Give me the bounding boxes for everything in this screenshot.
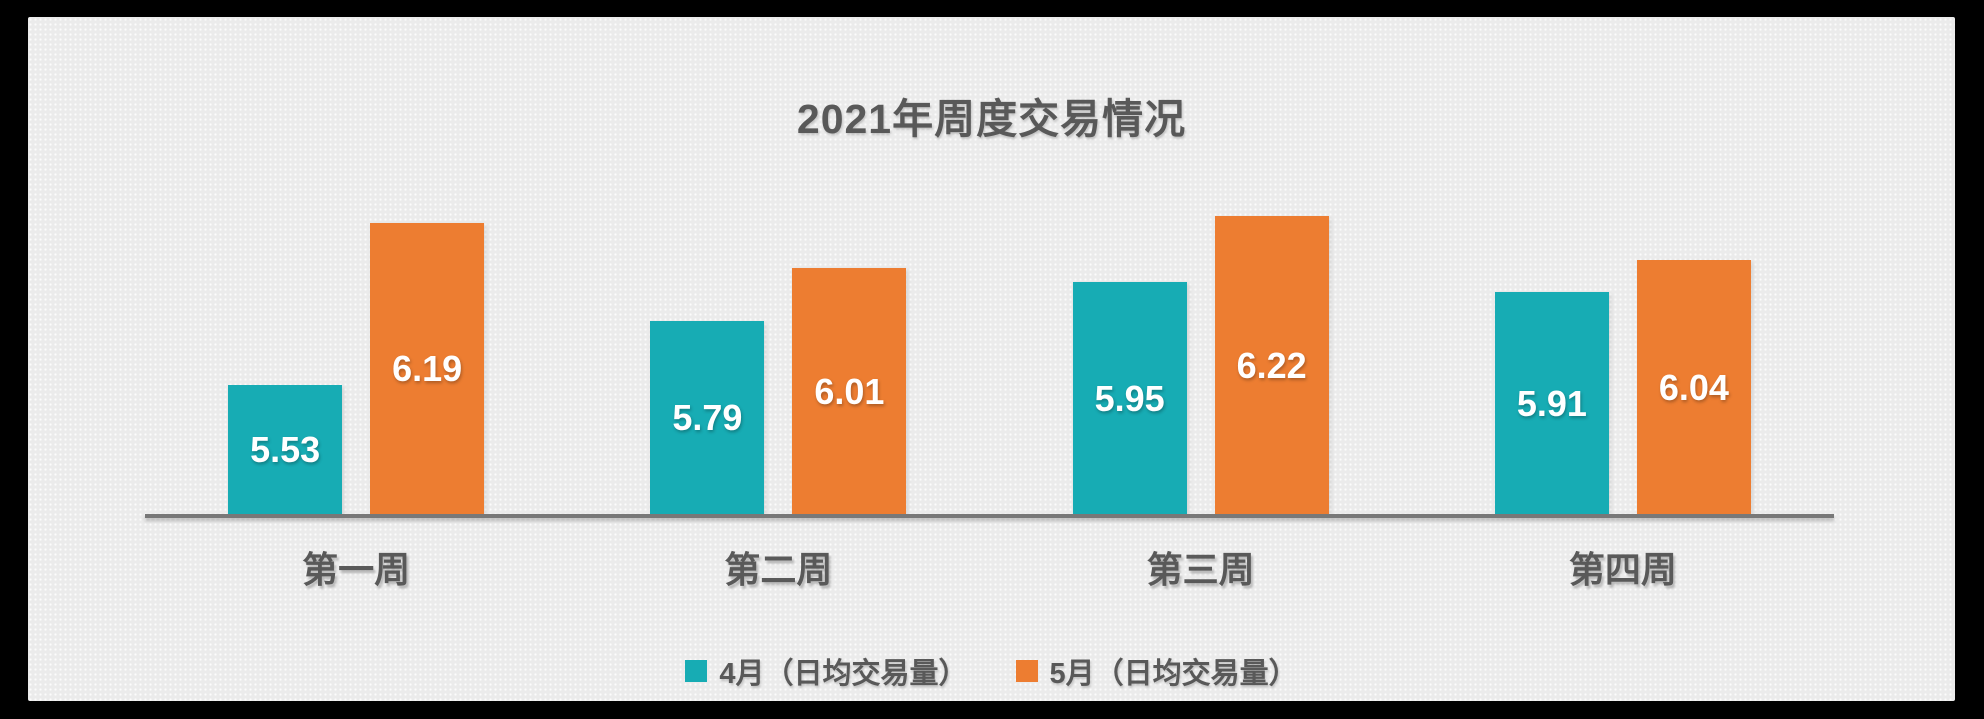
x-axis-label-week4: 第四周: [1568, 549, 1677, 590]
bar-may-week1: 6.19: [370, 223, 485, 515]
legend-item-april: 4月（日均交易量）: [685, 650, 968, 692]
bar-april-week3: 5.95: [1072, 282, 1187, 515]
x-axis-label-week2: 第二周: [724, 549, 833, 590]
x-axis-label-week3: 第三周: [1146, 549, 1255, 590]
bar-april-week4: 5.91: [1494, 292, 1609, 515]
bar-value-label: 6.22: [1236, 344, 1307, 386]
bar-value-label: 5.53: [250, 429, 321, 470]
bar-value-label: 5.91: [1516, 382, 1587, 424]
bar-may-week3: 6.22: [1214, 216, 1329, 515]
bar-value-label: 5.79: [672, 397, 743, 438]
plot-area: 5.53 6.19 5.79 6.01 5.95 6.22 5.91 6.04: [145, 17, 1834, 515]
legend: 4月（日均交易量） 5月（日均交易量）: [28, 650, 1955, 692]
legend-item-may: 5月（日均交易量）: [1015, 650, 1298, 692]
bar-value-label: 6.04: [1658, 366, 1729, 408]
legend-label: 5月（日均交易量）: [1049, 658, 1298, 690]
x-axis-labels: 第一周 第二周 第三周 第四周: [145, 549, 1834, 591]
x-axis-label-week1: 第一周: [302, 549, 411, 590]
legend-swatch-icon: [685, 660, 708, 682]
category-group-4: 5.91 6.04: [1412, 17, 1834, 515]
category-group-2: 5.79 6.01: [567, 17, 989, 515]
bar-april-week1: 5.53: [228, 385, 343, 515]
bar-value-label: 5.95: [1094, 377, 1165, 419]
x-axis-baseline: [145, 514, 1834, 518]
bar-may-week4: 6.04: [1636, 260, 1751, 515]
legend-swatch-icon: [1015, 660, 1038, 682]
category-group-1: 5.53 6.19: [145, 17, 567, 515]
chart-title: 2021年周度交易情况: [796, 96, 1187, 142]
bar-may-week2: 6.01: [792, 268, 907, 515]
bar-value-label: 6.01: [814, 370, 885, 412]
bar-value-label: 6.19: [392, 348, 463, 389]
bar-april-week2: 5.79: [650, 321, 765, 515]
category-group-3: 5.95 6.22: [990, 17, 1412, 515]
slide-panel: 2021年周度交易情况 5.53 6.19 5.79 6.01 5.95 6.22 5.91…: [28, 17, 1955, 701]
legend-label: 4月（日均交易量）: [719, 658, 968, 690]
